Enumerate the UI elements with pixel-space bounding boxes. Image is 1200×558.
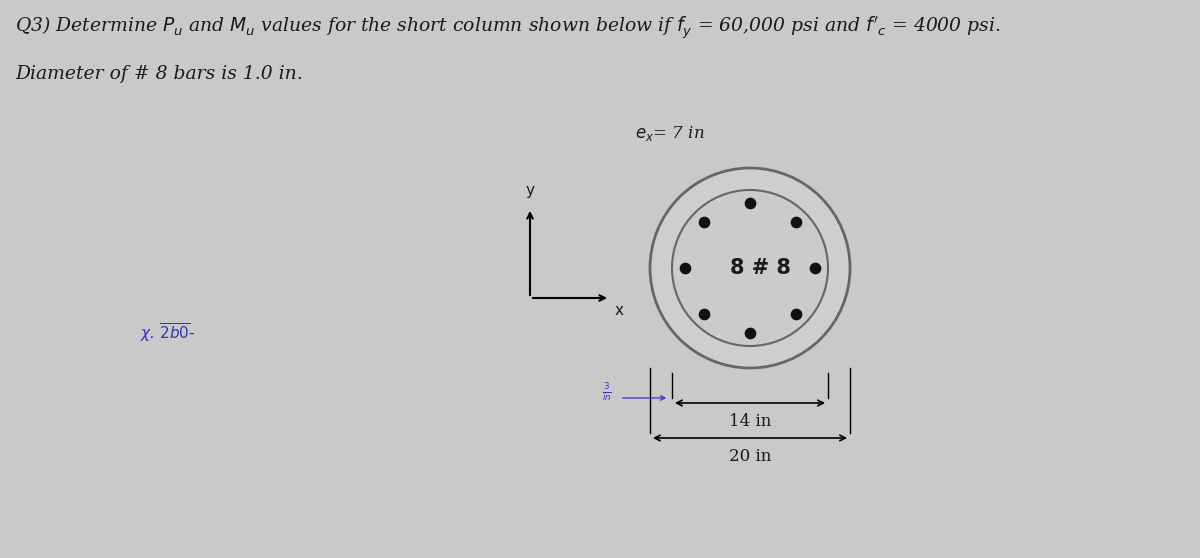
Text: 20 in: 20 in [728,448,772,465]
Text: y: y [526,183,534,198]
Point [805,263,824,272]
Text: $\chi$. $\overline{2b0}$-: $\chi$. $\overline{2b0}$- [140,321,196,344]
Circle shape [672,190,828,346]
Point [695,310,714,319]
Text: 8 # 8: 8 # 8 [730,258,791,278]
Text: x: x [616,303,624,318]
Point [740,329,760,338]
Point [786,218,805,227]
Point [676,263,695,272]
Text: 14 in: 14 in [728,413,772,430]
Point [695,218,714,227]
Point [740,199,760,208]
Text: $e_x$= 7 in: $e_x$= 7 in [635,124,704,143]
Circle shape [650,168,850,368]
Text: $\frac{3}{in}$: $\frac{3}{in}$ [602,382,612,405]
Text: Diameter of # 8 bars is 1.0 in.: Diameter of # 8 bars is 1.0 in. [14,65,302,83]
Point [786,310,805,319]
Text: Q3) Determine $P_u$ and $M_u$ values for the short column shown below if $f_y$ =: Q3) Determine $P_u$ and $M_u$ values for… [14,15,1001,41]
